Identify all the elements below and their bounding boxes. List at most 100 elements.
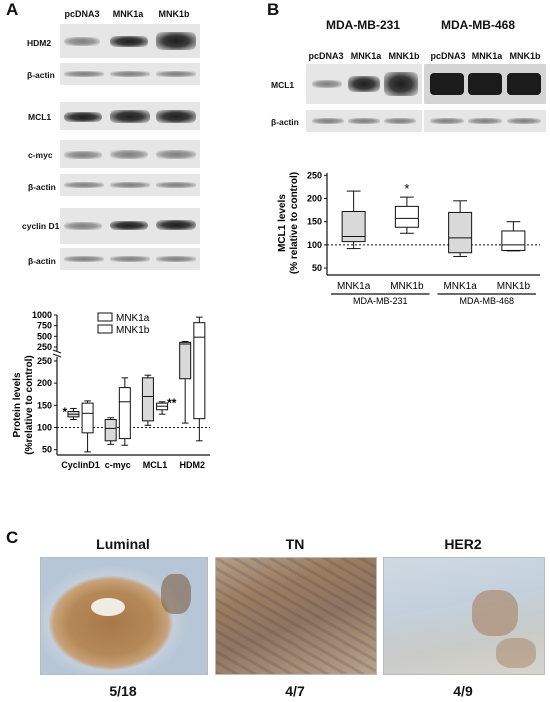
chart-b-box-MNK1b-MDA-MB-468-body [501,230,526,251]
ihc-title-tn: TN [285,536,305,552]
chart-b-mcl1-levels: MCL1 levels (% relative to control) 50 10… [277,170,540,306]
row-label-c-myc: c-myc [28,150,53,160]
chart-b-xtick-label: MNK1a [443,281,477,292]
blot-beta-actin-3 [60,248,200,270]
chart-a-box-MNK1a-MCL1-body [141,377,154,422]
chart-a-xtick-label: CyclinD1 [61,460,100,470]
chart-a-box-MNK1a-MCL1 [141,374,154,426]
chart-a-xtick-label: MCL1 [143,460,168,470]
chart-b-group-label-MDA-MB-468: MDA-MB-468 [459,296,514,306]
chart-b-box-MNK1b-MDA-MB-231 [394,196,419,234]
chart-a-box-MNK1b-HDM2 [193,316,206,442]
panel-c-letter: C [6,528,19,547]
chart-b-xtick-label: MNK1b [390,281,424,292]
b231-lane-pcdna3: pcDNA3 [308,51,344,61]
ihc-image-tn [215,557,377,675]
blot-b468-mcl1 [424,64,546,104]
ihc-image-luminal [40,557,208,675]
chart-a-box-MNK1a-CyclinD1 [67,407,80,421]
blot-b231-mcl1 [306,64,422,104]
chart-a-ytick-label-upper: 1000 [32,310,52,320]
chart-a-box-MNK1a-HDM2 [179,340,192,424]
chart-a-ytick-label-upper: 500 [37,331,52,341]
chart-b-box-MNK1b-MDA-MB-231-body [394,205,419,228]
chart-a-box-MNK1b-CyclinD1-body [81,402,94,434]
b468-lane-mnk1b: MNK1b [509,51,541,61]
chart-a-ylabel-line2: (%relative to control) [24,355,35,454]
blot-beta-actin-2 [60,174,200,196]
blot-cyclin-d1 [60,208,200,244]
row-label-beta-actin-3: β-actin [28,256,56,266]
chart-a-legend-label-MNK1b: MNK1b [116,325,150,336]
chart-a-ytick-label-lower: 50 [42,445,52,455]
row-label-mcl1: MCL1 [28,112,52,122]
b-row-label-mcl1: MCL1 [271,80,295,90]
chart-a-legend-swatch-MNK1a [97,312,113,322]
blot-b231-beta-actin [306,110,422,132]
chart-a-ytick-label-lower: 200 [37,378,52,388]
chart-b-annotation-star: * [404,181,409,196]
chart-a-ytick-label-upper: 250 [37,342,52,352]
chart-b-box-MNK1b-MDA-MB-468 [501,221,526,252]
chart-b-xtick-label: MNK1b [497,281,531,292]
chart-b-ylabel-line2: (% relative to control) [289,172,300,274]
chart-a-annotation-star: * [63,405,68,419]
chart-a-legend-swatch-MNK1b [97,324,113,334]
chart-b-box-MNK1a-MDA-MB-231 [341,190,366,250]
chart-b-ylabel-line1: MCL1 levels [277,194,288,252]
b468-lane-mnk1a: MNK1a [471,51,503,61]
chart-b-box-MNK1a-MDA-MB-468 [448,200,473,257]
chart-a-box-MNK1b-c-myc [118,377,131,446]
b231-lane-mnk1a: MNK1a [350,51,382,61]
chart-a-ytick-label-lower: 250 [37,356,52,366]
lane-label-mnk1b: MNK1b [158,9,190,19]
chart-a-axis-break-1 [52,349,62,354]
cell-line-label-468: MDA-MB-468 [440,18,515,32]
chart-a-box-MNK1b-CyclinD1 [81,400,94,453]
row-label-cyclin-d1: cyclin D1 [22,221,60,231]
lane-label-mnk1a: MNK1a [112,9,144,19]
chart-b-ytick-label: 250 [307,170,322,180]
chart-a-xtick-label: c-myc [105,460,131,470]
chart-a-annotation-double-star: ** [167,396,177,410]
chart-a-xtick-label: HDM2 [179,460,205,470]
chart-a-ytick-label-lower: 150 [37,400,52,410]
ihc-fraction-luminal: 5/18 [109,683,137,699]
chart-b-group-label-MDA-MB-231: MDA-MB-231 [353,296,408,306]
blot-b468-beta-actin [424,110,546,132]
chart-a-box-MNK1b-MCL1 [156,401,169,415]
b468-lane-pcdna3: pcDNA3 [430,51,466,61]
chart-b-ytick-label: 150 [307,217,322,227]
cell-line-label-231: MDA-MB-231 [325,18,400,32]
ihc-title-her2: HER2 [444,536,482,552]
chart-a-protein-levels: Protein levels (%relative to control) 25… [12,310,210,470]
chart-a-box-MNK1a-HDM2-body [179,341,192,380]
chart-b-ytick-label: 100 [307,240,322,250]
chart-b-box-MNK1a-MDA-MB-468-body [448,211,473,254]
chart-a-ytick-label-lower: 100 [37,423,52,433]
chart-a-legend-label-MNK1a: MNK1a [116,313,150,324]
ihc-image-her2 [383,557,545,675]
chart-b-xtick-label: MNK1a [337,281,371,292]
row-label-beta-actin-2: β-actin [28,182,56,192]
row-label-beta-actin-1: β-actin [27,70,55,80]
blot-beta-actin-1 [60,63,200,85]
chart-a-ytick-label-upper: 750 [37,321,52,331]
chart-a-axis-break-2 [52,353,62,358]
blot-c-myc [60,140,200,168]
chart-a-ylabel-line1: Protein levels [12,372,23,437]
chart-b-ytick-label: 50 [312,263,322,273]
ihc-fraction-her2: 4/9 [453,683,473,699]
chart-a-box-MNK1a-c-myc [104,417,117,445]
panel-a-letter: A [6,0,19,19]
ihc-title-luminal: Luminal [96,536,150,552]
panel-b-letter: B [267,0,280,19]
b231-lane-mnk1b: MNK1b [388,51,420,61]
blot-hdm2 [60,24,200,58]
chart-a-box-MNK1b-c-myc-body [118,387,131,440]
chart-a-box-MNK1a-c-myc-body [104,419,117,442]
b-row-label-beta-actin: β-actin [271,117,299,127]
blot-mcl1 [60,102,200,130]
chart-b-ytick-label: 200 [307,194,322,204]
row-label-hdm2: HDM2 [27,38,52,48]
